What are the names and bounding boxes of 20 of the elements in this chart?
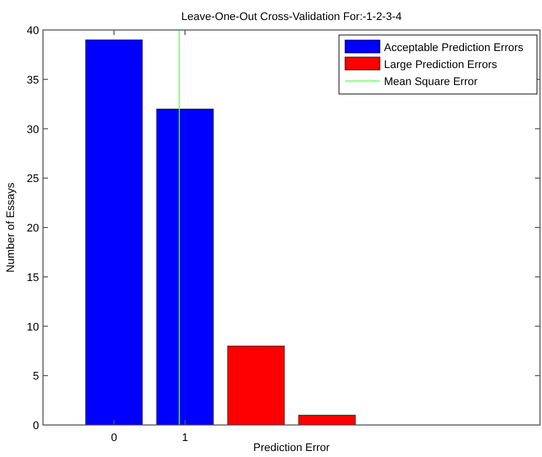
bar	[227, 346, 285, 426]
y-axis-title: Number of Essays	[5, 182, 17, 272]
chart-title: Leave-One-Out Cross-Validation For:-1-2-3-4	[181, 11, 402, 23]
legend-label: Large Prediction Errors	[384, 59, 498, 71]
legend-label: Mean Square Error	[384, 76, 478, 88]
legend-label: Acceptable Prediction Errors	[384, 42, 524, 54]
y-tick-label: 5	[32, 370, 39, 383]
x-tick-label: 1	[182, 432, 188, 444]
y-tick-label: 25	[26, 173, 39, 186]
y-tick-label: 0	[32, 420, 39, 432]
y-tick-label: 15	[26, 272, 39, 284]
bar	[156, 108, 214, 426]
y-tick-label: 40	[26, 25, 39, 37]
x-axis-title: Prediction Error	[253, 442, 330, 454]
y-tick-label: 30	[26, 124, 39, 136]
y-tick-label: 10	[26, 321, 39, 334]
y-tick-label: 35	[26, 74, 39, 86]
bar	[298, 414, 356, 426]
y-tick-label: 20	[26, 222, 39, 234]
bar	[85, 40, 143, 426]
